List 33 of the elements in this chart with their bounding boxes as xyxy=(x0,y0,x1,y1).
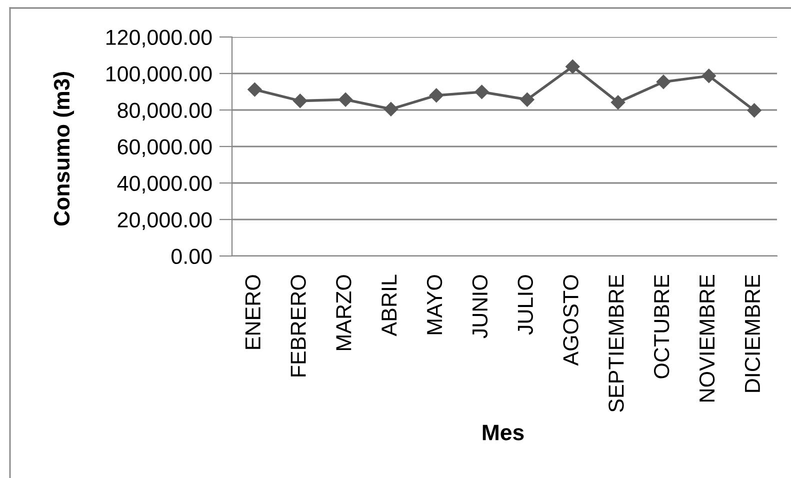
x-tick-label: ABRIL xyxy=(382,274,397,336)
x-tick-label: DICIEMBRE xyxy=(744,274,760,392)
x-tick-label: JUNIO xyxy=(472,275,488,338)
x-tick-label: SEPTIEMBRE xyxy=(608,274,624,412)
point xyxy=(293,94,308,108)
x-tick-label: MAYO xyxy=(426,275,442,334)
y-tick-label: 60,000.00 xyxy=(118,139,212,158)
point xyxy=(520,92,534,107)
point xyxy=(656,74,671,89)
y-tick-label: 80,000.00 xyxy=(118,102,212,121)
point xyxy=(429,88,444,102)
y-axis-title: Consumo (m3) xyxy=(53,72,74,226)
point xyxy=(610,95,626,110)
point xyxy=(384,102,398,116)
point xyxy=(566,59,580,74)
point xyxy=(747,103,762,118)
x-axis-title: Mes xyxy=(482,424,524,440)
y-tick-label: 0.00 xyxy=(172,248,212,264)
x-tick-label: JULIO xyxy=(518,275,533,335)
point xyxy=(702,68,716,83)
x-tick-label: ENERO xyxy=(245,275,260,349)
point xyxy=(474,84,489,100)
x-tick-label: FEBRERO xyxy=(290,275,306,376)
y-tick-label: 100,000.00 xyxy=(106,66,212,84)
y-tick-label: 20,000.00 xyxy=(118,212,212,230)
point xyxy=(248,82,262,97)
x-tick-label: AGOSTO xyxy=(563,275,578,366)
x-tick-label: MARZO xyxy=(336,275,352,350)
y-tick-label: 40,000.00 xyxy=(117,176,212,194)
x-tick-label: OCTUBRE xyxy=(654,274,670,378)
point xyxy=(338,92,353,107)
x-tick-label: NOVIEMBRE xyxy=(699,274,715,402)
y-tick-label: 120,000.00 xyxy=(106,30,212,48)
